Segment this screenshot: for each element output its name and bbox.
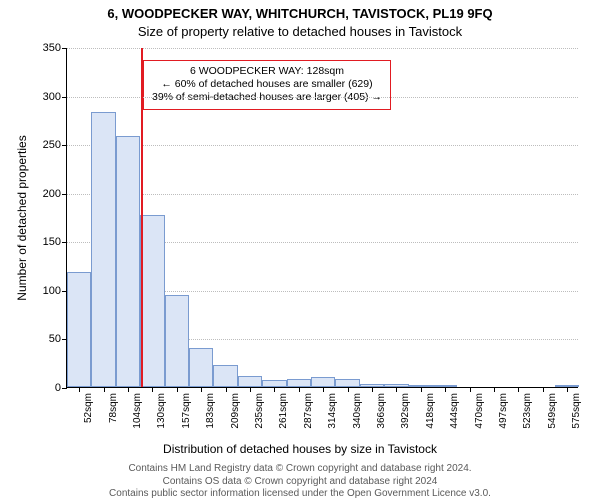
ytick-label: 350	[43, 42, 61, 54]
bar	[116, 136, 140, 387]
chart-title-line1: 6, WOODPECKER WAY, WHITCHURCH, TAVISTOCK…	[0, 6, 600, 21]
gridline	[67, 97, 578, 98]
ytick-mark	[62, 145, 67, 146]
ytick-label: 0	[55, 382, 61, 394]
xtick-mark	[494, 387, 495, 392]
xtick-label: 470sqm	[474, 393, 485, 429]
xtick-label: 418sqm	[425, 393, 436, 429]
footer-line2: Contains OS data © Crown copyright and d…	[0, 476, 600, 489]
ytick-label: 200	[43, 188, 61, 200]
xtick-label: 314sqm	[327, 393, 338, 429]
ytick-label: 50	[49, 333, 61, 345]
xtick-mark	[543, 387, 544, 392]
xtick-label: 497sqm	[498, 393, 509, 429]
bar	[238, 376, 262, 387]
ytick-mark	[62, 194, 67, 195]
annotation-line3: 39% of semi-detached houses are larger (…	[152, 91, 382, 104]
xtick-label: 261sqm	[278, 393, 289, 429]
xtick-label: 549sqm	[547, 393, 558, 429]
bar	[91, 112, 115, 387]
xtick-mark	[323, 387, 324, 392]
gridline	[67, 145, 578, 146]
ytick-label: 100	[43, 285, 61, 297]
xtick-mark	[128, 387, 129, 392]
xtick-mark	[445, 387, 446, 392]
xtick-mark	[226, 387, 227, 392]
footer-line1: Contains HM Land Registry data © Crown c…	[0, 463, 600, 476]
ytick-label: 300	[43, 91, 61, 103]
xtick-label: 130sqm	[156, 393, 167, 429]
ytick-mark	[62, 97, 67, 98]
xtick-label: 366sqm	[376, 393, 387, 429]
bar	[287, 379, 311, 387]
bar	[140, 215, 164, 387]
xtick-label: 392sqm	[400, 393, 411, 429]
xtick-label: 575sqm	[571, 393, 582, 429]
xtick-mark	[177, 387, 178, 392]
xtick-label: 183sqm	[205, 393, 216, 429]
xtick-label: 52sqm	[83, 393, 94, 423]
ytick-mark	[62, 242, 67, 243]
xtick-mark	[348, 387, 349, 392]
ytick-mark	[62, 48, 67, 49]
xtick-mark	[470, 387, 471, 392]
footer-line3: Contains public sector information licen…	[0, 488, 600, 500]
xtick-mark	[104, 387, 105, 392]
xtick-label: 235sqm	[254, 393, 265, 429]
bar	[262, 380, 286, 387]
y-axis-title: Number of detached properties	[15, 135, 29, 300]
xtick-mark	[421, 387, 422, 392]
xtick-label: 157sqm	[181, 393, 192, 429]
chart-title-line2: Size of property relative to detached ho…	[0, 24, 600, 39]
xtick-label: 104sqm	[132, 393, 143, 429]
annotation-line1: 6 WOODPECKER WAY: 128sqm	[152, 65, 382, 78]
xtick-label: 209sqm	[230, 393, 241, 429]
bar	[189, 348, 213, 387]
ytick-mark	[62, 388, 67, 389]
gridline	[67, 48, 578, 49]
gridline	[67, 194, 578, 195]
xtick-mark	[299, 387, 300, 392]
xtick-mark	[372, 387, 373, 392]
xtick-label: 78sqm	[108, 393, 119, 423]
bar	[165, 295, 189, 387]
xtick-label: 444sqm	[449, 393, 460, 429]
xtick-label: 340sqm	[352, 393, 363, 429]
ytick-label: 150	[43, 236, 61, 248]
bar	[311, 377, 335, 387]
xtick-mark	[274, 387, 275, 392]
xtick-mark	[79, 387, 80, 392]
xtick-mark	[567, 387, 568, 392]
xtick-mark	[518, 387, 519, 392]
marker-line	[141, 48, 143, 387]
xtick-mark	[201, 387, 202, 392]
xtick-mark	[250, 387, 251, 392]
ytick-label: 250	[43, 139, 61, 151]
annotation-line2: ← 60% of detached houses are smaller (62…	[152, 78, 382, 91]
xtick-label: 287sqm	[303, 393, 314, 429]
bar	[335, 379, 359, 387]
xtick-mark	[396, 387, 397, 392]
bar	[213, 365, 237, 387]
x-axis-title: Distribution of detached houses by size …	[0, 442, 600, 456]
bar	[67, 272, 91, 387]
xtick-mark	[152, 387, 153, 392]
chart-plot-area: 6 WOODPECKER WAY: 128sqm ← 60% of detach…	[66, 48, 578, 388]
annotation-box: 6 WOODPECKER WAY: 128sqm ← 60% of detach…	[143, 60, 391, 110]
footer-text: Contains HM Land Registry data © Crown c…	[0, 463, 600, 500]
xtick-label: 523sqm	[522, 393, 533, 429]
